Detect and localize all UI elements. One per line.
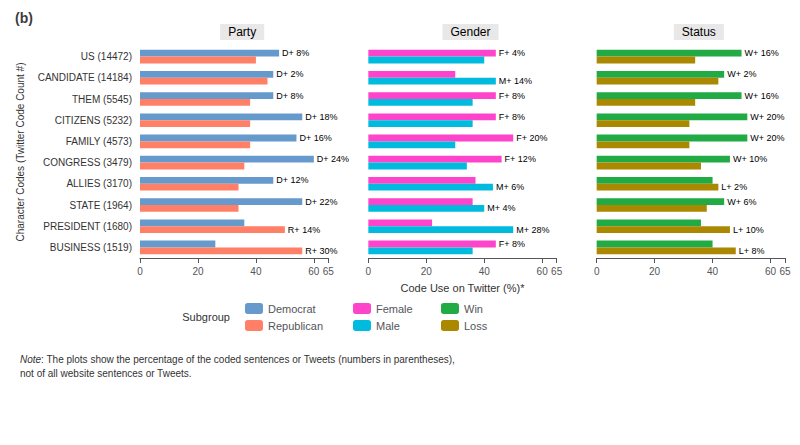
- svg-text:40: 40: [479, 266, 491, 277]
- svg-text:60: 60: [308, 266, 320, 277]
- svg-text:CITIZENS (5232): CITIZENS (5232): [55, 115, 132, 126]
- svg-text:Character Codes (Twitter Code: Character Codes (Twitter Code Count #): [15, 63, 26, 242]
- svg-text:Code Use on Twitter (%)*: Code Use on Twitter (%)*: [401, 282, 526, 294]
- svg-text:F+ 8%: F+ 8%: [499, 91, 525, 101]
- svg-text:D+ 2%: D+ 2%: [276, 69, 303, 79]
- svg-text:: The plots show the percentag: : The plots show the percentage of the c…: [41, 354, 455, 365]
- svg-text:D+ 22%: D+ 22%: [305, 197, 337, 207]
- svg-text:65: 65: [323, 266, 335, 277]
- svg-text:Gender: Gender: [450, 25, 490, 39]
- svg-text:R+ 14%: R+ 14%: [288, 225, 320, 235]
- svg-text:US (14472): US (14472): [81, 51, 132, 62]
- svg-text:D+ 8%: D+ 8%: [282, 48, 309, 58]
- svg-text:Note: Note: [20, 354, 42, 365]
- svg-text:L+ 8%: L+ 8%: [739, 246, 765, 256]
- svg-text:W+ 10%: W+ 10%: [733, 154, 767, 164]
- svg-text:M+ 14%: M+ 14%: [499, 76, 532, 86]
- svg-text:R+ 30%: R+ 30%: [305, 246, 337, 256]
- svg-text:Female: Female: [376, 303, 413, 315]
- svg-text:ALLIES (3170): ALLIES (3170): [66, 178, 132, 189]
- svg-text:0: 0: [137, 266, 143, 277]
- svg-text:M+ 6%: M+ 6%: [496, 182, 524, 192]
- svg-text:F+ 4%: F+ 4%: [499, 48, 525, 58]
- svg-text:Win: Win: [464, 303, 483, 315]
- svg-text:D+ 16%: D+ 16%: [299, 133, 331, 143]
- svg-text:60: 60: [537, 266, 549, 277]
- svg-text:W+ 2%: W+ 2%: [727, 69, 756, 79]
- svg-text:D+ 24%: D+ 24%: [317, 154, 349, 164]
- svg-text:M+ 4%: M+ 4%: [487, 203, 515, 213]
- svg-text:D+ 8%: D+ 8%: [276, 91, 303, 101]
- svg-text:20: 20: [649, 266, 661, 277]
- svg-text:40: 40: [250, 266, 262, 277]
- svg-text:20: 20: [421, 266, 433, 277]
- svg-text:Status: Status: [682, 25, 716, 39]
- svg-text:L+ 10%: L+ 10%: [733, 225, 764, 235]
- svg-text:W+ 16%: W+ 16%: [745, 91, 779, 101]
- svg-text:M+ 28%: M+ 28%: [516, 225, 549, 235]
- svg-text:CONGRESS (3479): CONGRESS (3479): [43, 157, 132, 168]
- svg-text:W+ 16%: W+ 16%: [745, 48, 779, 58]
- svg-text:THEM (5545): THEM (5545): [72, 94, 132, 105]
- svg-text:40: 40: [707, 266, 719, 277]
- svg-text:0: 0: [594, 266, 600, 277]
- svg-text:STATE (1964): STATE (1964): [70, 200, 132, 211]
- svg-text:F+ 8%: F+ 8%: [499, 239, 525, 249]
- svg-text:60: 60: [765, 266, 777, 277]
- svg-text:65: 65: [551, 266, 563, 277]
- svg-text:D+ 12%: D+ 12%: [276, 175, 308, 185]
- svg-text:Male: Male: [376, 320, 400, 332]
- svg-text:(b): (b): [15, 10, 33, 26]
- svg-text:0: 0: [366, 266, 372, 277]
- svg-text:W+ 20%: W+ 20%: [750, 133, 784, 143]
- svg-text:Democrat: Democrat: [268, 303, 316, 315]
- svg-text:W+ 20%: W+ 20%: [750, 112, 784, 122]
- svg-text:CANDIDATE (14184): CANDIDATE (14184): [38, 72, 132, 83]
- svg-text:PRESIDENT (1680): PRESIDENT (1680): [43, 221, 132, 232]
- svg-text:20: 20: [192, 266, 204, 277]
- svg-text:Republican: Republican: [268, 320, 323, 332]
- svg-text:Subgroup: Subgroup: [182, 311, 230, 323]
- svg-text:L+ 2%: L+ 2%: [721, 182, 747, 192]
- svg-text:65: 65: [779, 266, 791, 277]
- svg-text:F+ 20%: F+ 20%: [516, 133, 547, 143]
- svg-text:FAMILY (4573): FAMILY (4573): [66, 136, 132, 147]
- svg-text:not of all website sentences o: not of all website sentences or Tweets.: [20, 368, 192, 379]
- svg-text:Loss: Loss: [464, 320, 488, 332]
- svg-text:Party: Party: [228, 25, 256, 39]
- svg-text:F+ 8%: F+ 8%: [499, 112, 525, 122]
- svg-text:BUSINESS (1519): BUSINESS (1519): [50, 242, 132, 253]
- svg-text:F+ 12%: F+ 12%: [505, 154, 536, 164]
- svg-text:D+ 18%: D+ 18%: [305, 112, 337, 122]
- svg-text:W+ 6%: W+ 6%: [727, 197, 756, 207]
